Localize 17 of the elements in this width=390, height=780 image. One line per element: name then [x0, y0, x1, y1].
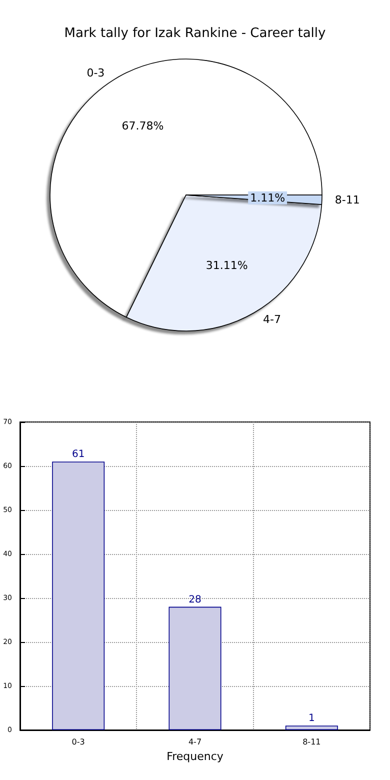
chart-title: Mark tally for Izak Rankine - Career tally — [64, 26, 326, 41]
slice-label: 0-3 — [86, 66, 105, 80]
bar — [52, 462, 105, 730]
data-label: 61 — [72, 449, 85, 460]
x-tick-label: 4-7 — [188, 738, 202, 746]
bar — [168, 606, 222, 730]
data-label: 1 — [308, 713, 315, 724]
slice-label: 4-7 — [263, 313, 281, 326]
data-label: 28 — [188, 594, 202, 606]
data-label: 67.78% — [122, 119, 164, 132]
x-tick-label: 8-11 — [302, 738, 321, 746]
data-label: 31.11% — [206, 259, 248, 272]
bar — [285, 726, 338, 730]
x-tick-label: 0-3 — [72, 738, 85, 746]
x-axis-title: Frequency — [166, 750, 224, 763]
data-label: 1.11% — [250, 191, 286, 204]
slice-label: 8-11 — [334, 194, 360, 207]
